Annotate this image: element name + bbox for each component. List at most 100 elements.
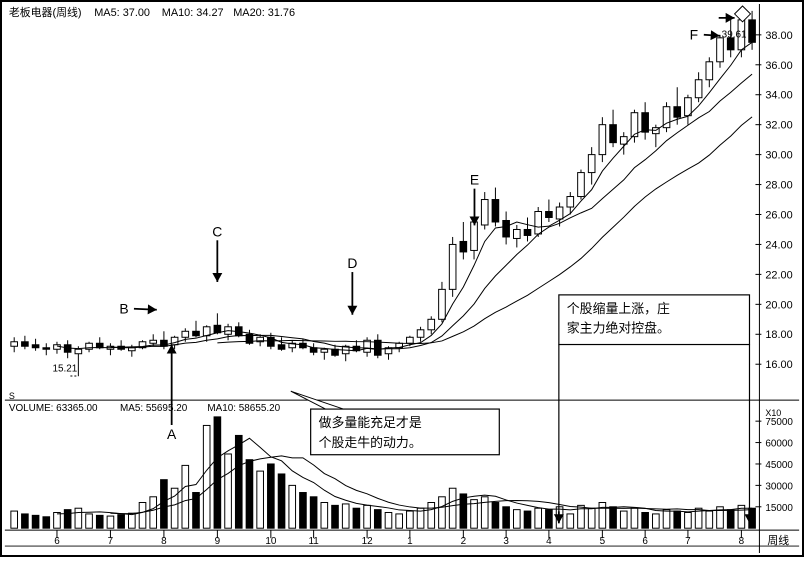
candle xyxy=(32,345,39,348)
candle xyxy=(321,349,328,352)
price-label: 15.21 xyxy=(53,363,78,374)
vol-bar xyxy=(449,488,456,528)
vol-tick: 15000 xyxy=(765,503,793,514)
price-tick: 38.00 xyxy=(765,30,792,42)
candle xyxy=(150,340,157,343)
vol-bar xyxy=(567,514,574,528)
vol-label: VOLUME: 63365.00 xyxy=(9,403,98,414)
vol-bar xyxy=(22,514,29,528)
vol-bar xyxy=(674,511,681,528)
vol-bar xyxy=(289,485,296,528)
candle xyxy=(535,212,542,234)
candle xyxy=(11,342,18,346)
candle xyxy=(567,197,574,207)
vol-bar xyxy=(620,511,627,528)
price-tick: 16.00 xyxy=(765,359,792,371)
vol-bar xyxy=(503,507,510,528)
svg-text:X10: X10 xyxy=(765,408,781,418)
vol-bar xyxy=(546,510,553,529)
vol-bar xyxy=(11,511,18,528)
annotation-text: 个股走牛的动力。 xyxy=(319,435,422,450)
vol-bar xyxy=(43,517,50,528)
vol-label: MA5: 55695.20 xyxy=(120,403,188,414)
month-tick: 8 xyxy=(161,536,167,547)
month-tick: 7 xyxy=(108,536,114,547)
candle xyxy=(524,229,531,235)
x-end-label: 周线 xyxy=(767,533,789,547)
vol-bar xyxy=(653,514,660,528)
candle xyxy=(22,342,29,346)
candle xyxy=(439,289,446,319)
price-label: 39.61 xyxy=(722,30,747,41)
month-tick: 1 xyxy=(407,536,413,547)
candle xyxy=(556,207,563,219)
price-tick: 22.00 xyxy=(765,269,792,281)
price-tick: 32.00 xyxy=(765,120,792,132)
candle xyxy=(481,200,488,225)
vol-bar xyxy=(86,514,93,528)
annotation-A: A xyxy=(167,426,177,442)
vol-label: S xyxy=(9,391,15,401)
annotation-B: B xyxy=(119,301,128,317)
candle xyxy=(513,229,520,238)
vol-bar xyxy=(727,510,734,529)
candle xyxy=(54,345,61,349)
candle xyxy=(278,345,285,349)
annotation-text: 做多量能充足才是 xyxy=(319,415,422,430)
annotation-text: 个股缩量上涨，庄 xyxy=(567,301,670,316)
candle xyxy=(588,155,595,173)
month-tick: 11 xyxy=(308,536,319,547)
vol-bar xyxy=(631,508,638,528)
vol-bar xyxy=(246,460,253,529)
vol-bar xyxy=(535,508,542,528)
candle xyxy=(214,325,221,332)
candle xyxy=(578,173,585,197)
vol-bar xyxy=(118,515,125,529)
candle xyxy=(685,98,692,116)
month-tick: 8 xyxy=(739,536,745,547)
month-tick: 6 xyxy=(54,536,60,547)
candle xyxy=(417,330,424,337)
vol-bar xyxy=(161,480,168,529)
vol-bar xyxy=(139,503,146,529)
vol-bar xyxy=(642,512,649,528)
vol-bar xyxy=(203,425,210,528)
vol-bar xyxy=(396,514,403,528)
vol-bar xyxy=(64,510,71,529)
vol-bar xyxy=(235,435,242,528)
month-tick: 4 xyxy=(546,536,552,547)
vol-bar xyxy=(439,497,446,528)
annotation-D: D xyxy=(347,255,357,271)
stock-chart: 16.0018.0020.0022.0024.0026.0028.0030.00… xyxy=(0,0,804,557)
vol-bar xyxy=(588,508,595,528)
candle xyxy=(674,107,681,117)
price-tick: 26.00 xyxy=(765,209,792,221)
price-tick: 18.00 xyxy=(765,329,792,341)
candle xyxy=(310,348,317,352)
vol-bar xyxy=(96,515,103,528)
price-tick: 36.00 xyxy=(765,60,792,72)
vol-bar xyxy=(428,503,435,529)
vol-bar xyxy=(610,507,617,528)
month-tick: 7 xyxy=(685,536,691,547)
vol-bar xyxy=(321,503,328,529)
vol-tick: 60000 xyxy=(765,439,793,450)
vol-bar xyxy=(129,513,136,528)
candle xyxy=(75,349,82,353)
candle xyxy=(695,80,702,98)
candle xyxy=(503,220,510,236)
vol-tick: 45000 xyxy=(765,460,793,471)
header-label: 老板电器(周线) xyxy=(9,5,82,19)
vol-bar xyxy=(353,508,360,528)
vol-bar xyxy=(385,512,392,528)
vol-bar xyxy=(663,510,670,529)
header-label: MA20: 31.76 xyxy=(233,7,295,19)
vol-bar xyxy=(407,511,414,528)
price-tick: 20.00 xyxy=(765,299,792,311)
price-tick: 34.00 xyxy=(765,90,792,102)
candle xyxy=(642,113,649,132)
vol-bar xyxy=(182,465,189,528)
vol-bar xyxy=(150,497,157,528)
vol-bar xyxy=(310,497,317,528)
vol-bar xyxy=(492,503,499,529)
